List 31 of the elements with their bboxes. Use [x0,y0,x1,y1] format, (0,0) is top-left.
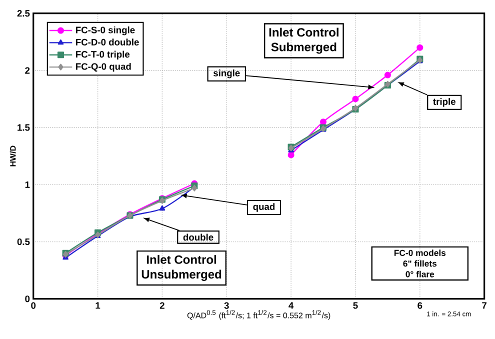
x-tick-label: 3 [224,302,229,309]
annotation: 6" fillets [403,260,437,267]
x-tick-label: 7 [482,302,486,309]
annotation: Inlet Control [146,255,216,264]
annotation: triple [433,98,456,107]
x-tick-label: 2 [160,302,164,309]
x-tick-label: 5 [353,302,358,309]
annotation: quad [253,203,275,212]
annotation: single [213,70,240,78]
annotation: FC-0 models [394,250,446,256]
annotation: 0° flare [406,271,434,278]
annotation: Inlet Control [269,28,338,37]
y-tick-label: 2.5 [17,10,30,17]
legend-label: FC-S-0 single [76,26,135,36]
annotation: Unsubmerged [142,270,222,282]
x-tick-label: 0 [31,302,36,309]
legend-label: FC-Q-0 quad [76,63,131,72]
y-tick-label: 0.5 [17,238,30,246]
x-tick-label: 4 [288,302,294,309]
text: Q/AD$^{0.5}$ (ft$^{1/2}$/s; 1 ft$^{1/2}$/s = 0.552 m$^{1/2}$/s) [187,310,330,320]
y-tick-label: 1.5 [18,124,30,131]
legend-label: FC-D-0 double [76,38,139,46]
x-tick-label: 6 [418,302,422,309]
legend-label: FC-T-0 triple [76,50,130,60]
x-tick-label: 1 [96,302,100,309]
y-tick-label: 0 [25,296,30,302]
y-tick-label: 1 [25,181,30,188]
y-axis-title: HW/D [10,146,16,166]
annotation: Submerged [271,42,336,54]
annotation: double [183,234,214,241]
y-tick-label: 2 [25,67,30,74]
